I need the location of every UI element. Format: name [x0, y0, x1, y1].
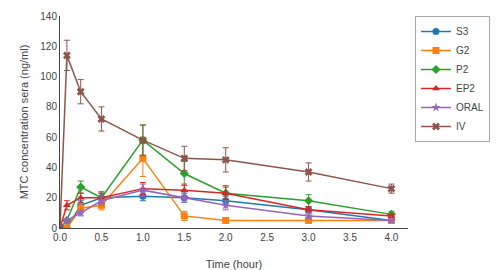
- svg-text:MTC concentration sera (ng/ml): MTC concentration sera (ng/ml): [18, 45, 30, 200]
- svg-text:IV: IV: [456, 121, 466, 132]
- svg-text:S3: S3: [456, 26, 469, 37]
- svg-text:60: 60: [46, 132, 58, 143]
- svg-text:40: 40: [46, 162, 58, 173]
- svg-text:20: 20: [46, 192, 58, 203]
- svg-text:P2: P2: [456, 64, 469, 75]
- svg-text:2.5: 2.5: [260, 232, 274, 243]
- svg-text:3.5: 3.5: [343, 232, 357, 243]
- svg-text:120: 120: [40, 41, 57, 52]
- svg-text:Time (hour): Time (hour): [206, 258, 262, 270]
- svg-text:0.0: 0.0: [53, 232, 67, 243]
- svg-text:1.0: 1.0: [136, 232, 150, 243]
- svg-text:0.5: 0.5: [94, 232, 108, 243]
- svg-text:0: 0: [51, 223, 57, 234]
- svg-text:100: 100: [40, 71, 57, 82]
- svg-text:80: 80: [46, 101, 58, 112]
- svg-text:G2: G2: [456, 45, 470, 56]
- svg-text:2.0: 2.0: [219, 232, 233, 243]
- svg-text:ORAL: ORAL: [456, 102, 484, 113]
- svg-text:4.0: 4.0: [384, 232, 398, 243]
- svg-text:EP2: EP2: [456, 83, 475, 94]
- svg-text:3.0: 3.0: [302, 232, 316, 243]
- svg-text:1.5: 1.5: [177, 232, 191, 243]
- svg-text:140: 140: [40, 11, 57, 22]
